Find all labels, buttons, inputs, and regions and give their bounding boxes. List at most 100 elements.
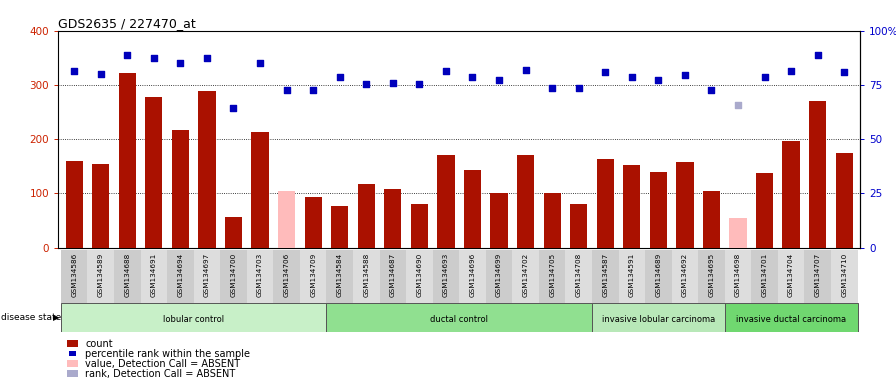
Text: GSM134707: GSM134707	[814, 252, 821, 296]
Bar	[433, 250, 459, 303]
Bar	[624, 165, 641, 248]
Bar	[592, 303, 725, 332]
Point	[439, 68, 453, 74]
Bar	[61, 250, 88, 303]
Bar	[198, 91, 216, 248]
Text: GSM134591: GSM134591	[629, 252, 634, 296]
Point	[651, 76, 666, 83]
Point	[412, 81, 426, 87]
Point	[465, 74, 479, 80]
Bar	[805, 250, 831, 303]
Bar	[326, 303, 592, 332]
Bar	[88, 250, 114, 303]
Point	[200, 55, 214, 61]
Point	[359, 81, 374, 87]
Point	[253, 60, 267, 66]
Point	[332, 74, 347, 80]
Bar	[592, 250, 618, 303]
Text: GSM134584: GSM134584	[337, 252, 342, 296]
Text: GSM134708: GSM134708	[576, 252, 582, 296]
Bar	[141, 250, 168, 303]
Bar	[300, 250, 326, 303]
Bar	[278, 191, 295, 248]
Text: GSM134588: GSM134588	[363, 252, 369, 296]
Point	[519, 67, 533, 73]
Text: GSM134704: GSM134704	[788, 252, 794, 296]
Bar	[538, 250, 565, 303]
Text: ductal control: ductal control	[430, 315, 488, 324]
Text: GSM134703: GSM134703	[257, 252, 263, 296]
Bar	[459, 250, 486, 303]
Text: GSM134709: GSM134709	[310, 252, 316, 296]
Bar	[145, 97, 162, 248]
Bar	[464, 170, 481, 248]
Bar	[220, 250, 246, 303]
Bar	[61, 303, 326, 332]
Point	[677, 72, 692, 78]
Point	[173, 60, 187, 66]
Point	[67, 68, 82, 74]
Text: GSM134589: GSM134589	[98, 252, 104, 296]
Bar	[246, 250, 273, 303]
Bar	[782, 141, 800, 248]
Bar	[698, 250, 725, 303]
Point	[784, 68, 798, 74]
Bar	[380, 250, 406, 303]
Text: GSM134586: GSM134586	[71, 252, 77, 296]
Bar	[676, 162, 694, 248]
Point	[120, 52, 134, 58]
Bar	[725, 250, 751, 303]
Point	[598, 70, 612, 76]
Bar	[809, 101, 826, 248]
Point	[280, 87, 294, 93]
Bar	[836, 153, 853, 248]
Text: GSM134706: GSM134706	[284, 252, 289, 296]
Text: lobular control: lobular control	[163, 315, 224, 324]
Text: GSM134692: GSM134692	[682, 252, 688, 296]
Bar	[618, 250, 645, 303]
Bar	[756, 173, 773, 248]
Bar	[645, 250, 672, 303]
Point	[492, 76, 506, 83]
Bar	[544, 194, 561, 248]
Text: GSM134702: GSM134702	[522, 252, 529, 296]
Bar	[486, 250, 513, 303]
Bar	[332, 206, 349, 248]
Text: GSM134700: GSM134700	[230, 252, 237, 296]
Text: count: count	[85, 339, 113, 349]
Bar	[410, 204, 428, 248]
Bar	[168, 250, 194, 303]
Point	[545, 84, 559, 91]
Text: GSM134689: GSM134689	[655, 252, 661, 296]
Text: GSM134688: GSM134688	[125, 252, 130, 296]
Text: GSM134698: GSM134698	[735, 252, 741, 296]
Point	[147, 55, 161, 61]
Bar	[194, 250, 220, 303]
Text: GSM134705: GSM134705	[549, 252, 556, 296]
Bar	[597, 159, 614, 248]
Point	[625, 74, 639, 80]
Text: invasive lobular carcinoma: invasive lobular carcinoma	[602, 315, 715, 324]
Text: percentile rank within the sample: percentile rank within the sample	[85, 349, 250, 359]
Bar	[517, 156, 534, 248]
Bar	[172, 130, 189, 248]
Bar	[326, 250, 353, 303]
Point	[572, 84, 586, 91]
Point	[227, 105, 241, 111]
Point	[811, 52, 825, 58]
Text: GSM134697: GSM134697	[204, 252, 210, 296]
Bar	[565, 250, 592, 303]
Bar	[92, 164, 109, 248]
Bar	[252, 132, 269, 248]
Bar	[778, 250, 805, 303]
Bar	[650, 172, 667, 248]
Point	[837, 70, 851, 76]
Text: GSM134687: GSM134687	[390, 252, 396, 296]
Text: ▶: ▶	[53, 313, 59, 323]
Text: invasive ductal carcinoma: invasive ductal carcinoma	[736, 315, 846, 324]
Bar	[65, 161, 82, 248]
Bar	[358, 184, 375, 248]
Text: GSM134699: GSM134699	[496, 252, 502, 296]
Text: GSM134691: GSM134691	[151, 252, 157, 296]
Bar	[751, 250, 778, 303]
